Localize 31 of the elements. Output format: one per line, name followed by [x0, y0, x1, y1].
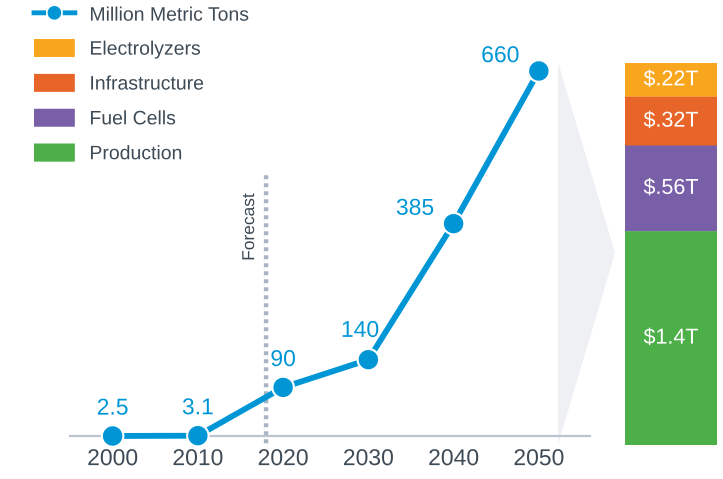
bar [625, 63, 717, 97]
bar [625, 231, 717, 445]
point [527, 59, 551, 83]
data-label: $.32T [644, 110, 698, 128]
data-label: $1.4T [644, 328, 698, 346]
x-tick-label: 2000 [88, 449, 138, 466]
data-label: 660 [482, 46, 519, 62]
data-label: 3.1 [182, 398, 213, 414]
legend-label: Production [91, 145, 182, 160]
legend-label: Electrolyzers [91, 40, 200, 59]
point [356, 348, 380, 372]
legend-label: Fuel Cells [91, 110, 176, 125]
x-tick-label: 2040 [429, 449, 478, 466]
ref-line-label: Forecast [242, 193, 254, 260]
point [100, 424, 124, 448]
x-tick-label: 2030 [344, 449, 393, 466]
data-label: $.22T [644, 69, 698, 87]
x-tick-label: 2050 [514, 449, 564, 466]
data-label: 2.5 [98, 398, 128, 415]
point [271, 376, 295, 400]
data-label: 385 [396, 198, 434, 215]
data-label: 140 [342, 320, 378, 338]
data-label: $.56T [644, 178, 698, 196]
legend-label: Million Metric Tons [91, 6, 248, 21]
x-tick-label: 2010 [174, 449, 222, 466]
point [442, 212, 466, 236]
bar [625, 146, 717, 232]
legend-label: Infrastructure [91, 75, 204, 90]
bar [625, 96, 717, 146]
data-label: 90 [271, 350, 295, 366]
x-tick-label: 2020 [258, 449, 308, 466]
